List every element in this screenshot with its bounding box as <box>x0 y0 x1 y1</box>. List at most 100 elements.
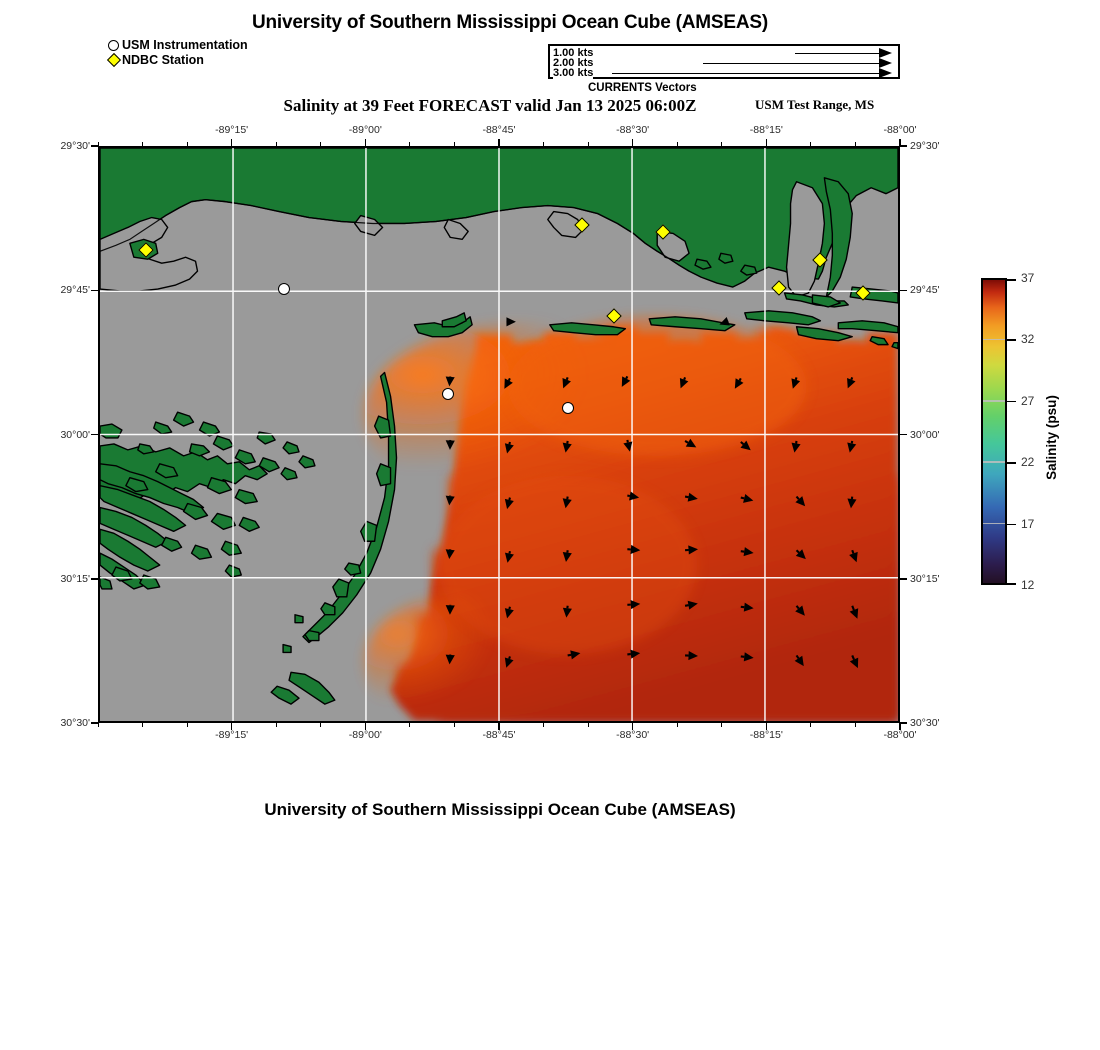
usm-instrumentation-marker[interactable] <box>278 283 290 295</box>
current-vector-arrow <box>795 549 806 560</box>
lon-minor-tick <box>810 142 812 146</box>
map-plot-area[interactable] <box>98 146 900 723</box>
lon-tick-label-top: -88°15' <box>749 124 783 136</box>
lon-minor-tick <box>409 723 411 727</box>
lon-tick-label-bottom: -88°00' <box>883 729 917 741</box>
lon-tick-label-top: -88°00' <box>883 124 917 136</box>
current-vector-arrow <box>795 495 806 507</box>
current-vector-field <box>445 317 859 669</box>
lon-minor-tick <box>765 142 767 146</box>
colorbar-tick-label: 27 <box>1021 393 1035 408</box>
usm-instrumentation-marker[interactable] <box>442 388 454 400</box>
lon-minor-tick <box>854 142 856 146</box>
lat-tick-label-right: 30°30' <box>910 717 940 729</box>
legend-item-ndbc: NDBC Station <box>106 52 248 68</box>
lat-tick-label-left: 29°30' <box>60 140 90 152</box>
lon-minor-tick <box>409 142 411 146</box>
region-label: USM Test Range, MS <box>755 97 875 112</box>
colorbar-tick-mark <box>1007 339 1016 341</box>
lon-minor-tick <box>587 723 589 727</box>
current-vector-arrow <box>684 600 698 610</box>
currents-scale-row: 2.00 kts <box>550 58 898 69</box>
current-vector-arrow <box>562 440 572 453</box>
current-vector-arrow <box>791 440 801 453</box>
lon-minor-tick <box>854 723 856 727</box>
lon-minor-tick <box>676 723 678 727</box>
lat-tick-mark <box>91 578 98 580</box>
lat-tick-label-right: 29°45' <box>910 284 940 297</box>
current-vector-arrow <box>562 377 571 389</box>
usm-instrumentation-icon <box>108 39 119 51</box>
lon-minor-tick <box>899 723 901 727</box>
current-vector-arrow <box>685 545 699 555</box>
footer-title: University of Southern Mississippi Ocean… <box>264 800 736 819</box>
current-vector-arrow <box>445 376 455 387</box>
lon-minor-tick <box>453 723 455 727</box>
lon-minor-tick <box>275 723 277 727</box>
lon-minor-tick <box>498 723 500 727</box>
currents-scale-shaft <box>703 63 880 65</box>
lon-minor-tick <box>721 723 723 727</box>
current-vector-arrow <box>627 649 641 659</box>
current-vector-arrow <box>621 375 631 387</box>
lat-tick-label-left: 29°45' <box>60 284 90 297</box>
current-vector-arrow <box>849 605 859 619</box>
colorbar-tick-label: 17 <box>1021 516 1035 531</box>
chart-subtitle: Salinity at 39 Feet FORECAST valid Jan 1… <box>283 96 697 115</box>
ndbc-station-icon <box>106 52 121 68</box>
arrow-head-icon <box>879 68 892 78</box>
lon-tick-label-bottom: -89°00' <box>348 729 382 741</box>
lon-minor-tick <box>676 142 678 146</box>
currents-legend-caption: CURRENTS Vectors <box>588 82 697 94</box>
currents-scale-legend: 1.00 kts 2.00 kts 3.00 kts <box>548 44 900 79</box>
colorbar-tick-mark <box>1007 583 1016 585</box>
lon-minor-tick <box>587 142 589 146</box>
currents-scale-row: 1.00 kts <box>550 48 898 59</box>
current-vector-arrow <box>445 548 455 560</box>
legend-label-ndbc: NDBC Station <box>122 53 204 67</box>
currents-scale-label: 3.00 kts <box>553 67 594 79</box>
current-vector-arrow <box>445 604 455 615</box>
colorbar-gridline <box>983 338 1005 341</box>
current-vector-arrow <box>627 491 640 501</box>
lon-tick-label-top: -88°30' <box>616 124 650 136</box>
lon-minor-tick <box>498 142 500 146</box>
current-vector-arrow <box>849 655 859 669</box>
current-vector-arrow <box>504 656 514 668</box>
colorbar-tick-label: 32 <box>1021 332 1035 347</box>
current-vector-arrow <box>445 654 455 665</box>
lon-minor-tick <box>364 142 366 146</box>
current-vector-arrow <box>562 496 572 509</box>
map-canvas <box>100 148 898 721</box>
usm-instrumentation-marker[interactable] <box>562 402 574 414</box>
current-vector-arrow <box>684 492 698 502</box>
currents-scale-label: 2.00 kts <box>553 57 594 69</box>
current-vector-arrow <box>627 600 641 610</box>
lat-tick-label-left: 30°15' <box>60 572 90 585</box>
current-vector-arrow <box>504 441 514 454</box>
current-vector-arrow <box>504 377 513 389</box>
legend-item-usm: USM Instrumentation <box>108 38 248 52</box>
lat-tick-label-right: 29°30' <box>910 140 940 152</box>
lon-minor-tick <box>97 723 99 727</box>
current-vector-arrow <box>562 550 572 563</box>
legend-label-usm: USM Instrumentation <box>122 38 248 52</box>
lat-tick-mark <box>900 578 907 580</box>
current-vector-arrow <box>791 377 801 389</box>
current-vector-arrow <box>504 606 514 619</box>
colorbar-tick-mark <box>1007 462 1016 464</box>
colorbar-gridline <box>983 400 1005 402</box>
current-vector-arrow <box>740 547 754 557</box>
current-vector-arrow <box>623 439 633 452</box>
currents-scale-label: 1.00 kts <box>553 47 594 59</box>
current-vector-arrow <box>740 602 754 612</box>
colorbar-tick-label: 37 <box>1021 271 1035 285</box>
lat-tick-mark <box>900 722 907 724</box>
marker-legend: USM Instrumentation NDBC Station <box>106 38 248 68</box>
lon-tick-label-top: -89°15' <box>215 124 249 136</box>
lon-minor-tick <box>899 142 901 146</box>
lon-minor-tick <box>543 142 545 146</box>
colorbar-gradient <box>981 278 1007 585</box>
colorbar-tick-label: 22 <box>1021 455 1035 470</box>
colorbar-tick-mark <box>1007 279 1016 281</box>
